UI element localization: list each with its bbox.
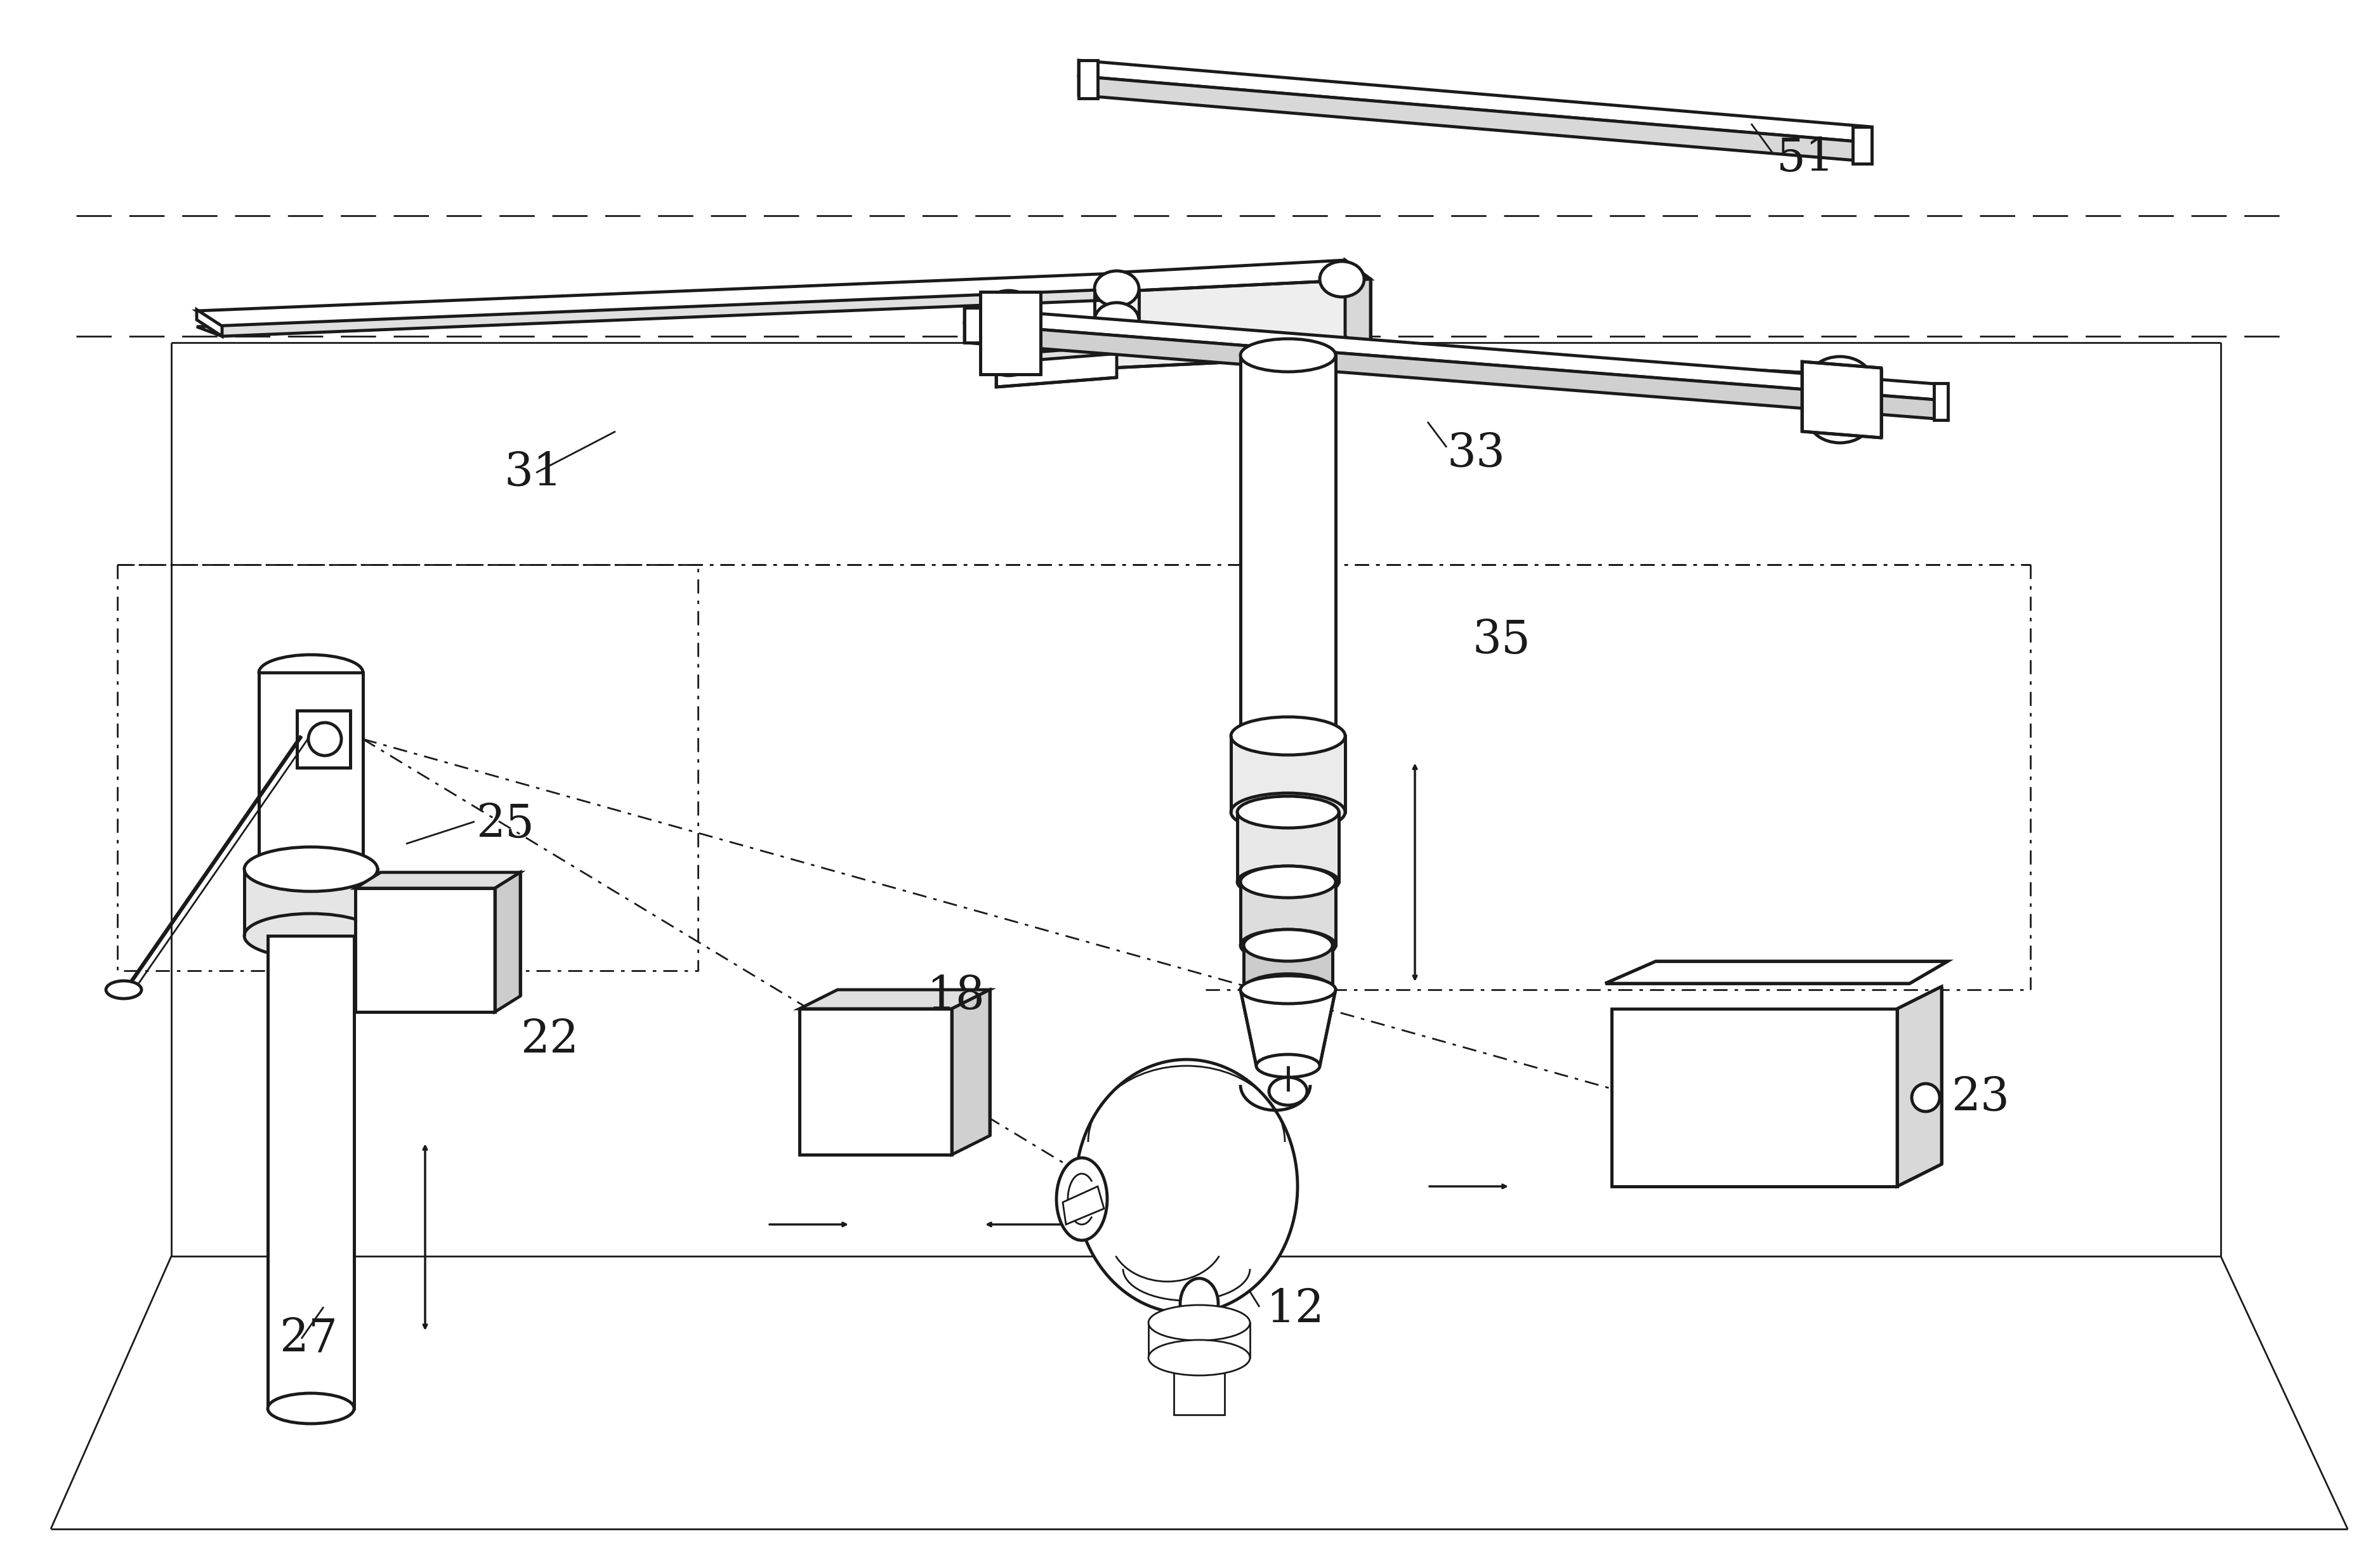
Ellipse shape xyxy=(1240,975,1335,1003)
Ellipse shape xyxy=(1238,796,1340,827)
Text: 18: 18 xyxy=(926,973,985,1019)
Ellipse shape xyxy=(1230,793,1345,830)
Text: 33: 33 xyxy=(1447,431,1504,476)
Ellipse shape xyxy=(1150,1340,1250,1376)
Ellipse shape xyxy=(1095,271,1140,306)
Ellipse shape xyxy=(245,847,378,891)
Polygon shape xyxy=(1173,1358,1226,1415)
Polygon shape xyxy=(997,345,1135,362)
Polygon shape xyxy=(1078,61,1871,143)
Polygon shape xyxy=(269,936,355,1409)
Ellipse shape xyxy=(1238,866,1340,897)
Text: 51: 51 xyxy=(1775,137,1835,180)
Polygon shape xyxy=(298,711,350,768)
Polygon shape xyxy=(355,872,521,888)
Polygon shape xyxy=(1111,260,1371,292)
Polygon shape xyxy=(245,869,378,936)
Ellipse shape xyxy=(1240,720,1335,753)
Ellipse shape xyxy=(259,852,362,886)
Text: 35: 35 xyxy=(1473,619,1530,662)
Circle shape xyxy=(1911,1084,1940,1112)
Polygon shape xyxy=(800,1009,952,1155)
Ellipse shape xyxy=(1150,1305,1250,1340)
Polygon shape xyxy=(259,672,362,869)
Polygon shape xyxy=(198,309,221,336)
Ellipse shape xyxy=(1245,973,1333,1006)
Polygon shape xyxy=(198,289,1154,336)
Polygon shape xyxy=(495,872,521,1012)
Polygon shape xyxy=(964,308,1935,400)
Polygon shape xyxy=(1333,348,1859,381)
Polygon shape xyxy=(997,345,1116,387)
Polygon shape xyxy=(964,308,981,342)
Text: 31: 31 xyxy=(505,451,562,494)
Ellipse shape xyxy=(1809,356,1871,404)
Ellipse shape xyxy=(107,981,140,998)
Text: 25: 25 xyxy=(476,802,533,847)
Polygon shape xyxy=(1111,280,1371,369)
Ellipse shape xyxy=(1257,1054,1321,1078)
Text: 12: 12 xyxy=(1266,1288,1323,1333)
Polygon shape xyxy=(1078,76,1871,162)
Ellipse shape xyxy=(1180,1278,1219,1330)
Polygon shape xyxy=(1064,1186,1104,1224)
Ellipse shape xyxy=(1269,1078,1307,1106)
Polygon shape xyxy=(1240,882,1335,945)
Ellipse shape xyxy=(245,914,378,958)
Ellipse shape xyxy=(259,655,362,690)
Ellipse shape xyxy=(983,291,1035,331)
Polygon shape xyxy=(1230,736,1345,812)
Polygon shape xyxy=(355,888,495,1012)
Ellipse shape xyxy=(1809,395,1871,443)
Ellipse shape xyxy=(1240,930,1335,961)
Polygon shape xyxy=(1240,989,1335,1065)
Polygon shape xyxy=(198,272,1154,327)
Polygon shape xyxy=(1935,383,1947,420)
Polygon shape xyxy=(1611,1009,1897,1186)
Polygon shape xyxy=(1150,1323,1250,1358)
Polygon shape xyxy=(1078,61,1097,98)
Ellipse shape xyxy=(1245,930,1333,961)
Polygon shape xyxy=(1245,945,1333,989)
Text: 23: 23 xyxy=(1952,1075,2009,1120)
Ellipse shape xyxy=(983,334,1035,376)
Polygon shape xyxy=(1240,355,1335,736)
Polygon shape xyxy=(952,989,990,1155)
Text: 27: 27 xyxy=(278,1316,338,1361)
Polygon shape xyxy=(1852,128,1871,163)
Ellipse shape xyxy=(1057,1158,1107,1241)
Ellipse shape xyxy=(1095,303,1140,337)
Ellipse shape xyxy=(1240,866,1335,897)
Text: 22: 22 xyxy=(521,1019,578,1064)
Ellipse shape xyxy=(1240,339,1335,372)
Polygon shape xyxy=(1802,362,1880,439)
Polygon shape xyxy=(1333,348,1840,393)
Polygon shape xyxy=(1345,260,1371,355)
Ellipse shape xyxy=(1321,261,1364,297)
Polygon shape xyxy=(964,323,1935,418)
Polygon shape xyxy=(800,989,990,1009)
Polygon shape xyxy=(1604,961,1947,983)
Polygon shape xyxy=(1897,986,1942,1186)
Polygon shape xyxy=(1238,812,1340,882)
Circle shape xyxy=(309,723,340,756)
Polygon shape xyxy=(981,292,1040,375)
Ellipse shape xyxy=(269,1393,355,1424)
Ellipse shape xyxy=(1230,717,1345,756)
Ellipse shape xyxy=(1076,1059,1297,1314)
